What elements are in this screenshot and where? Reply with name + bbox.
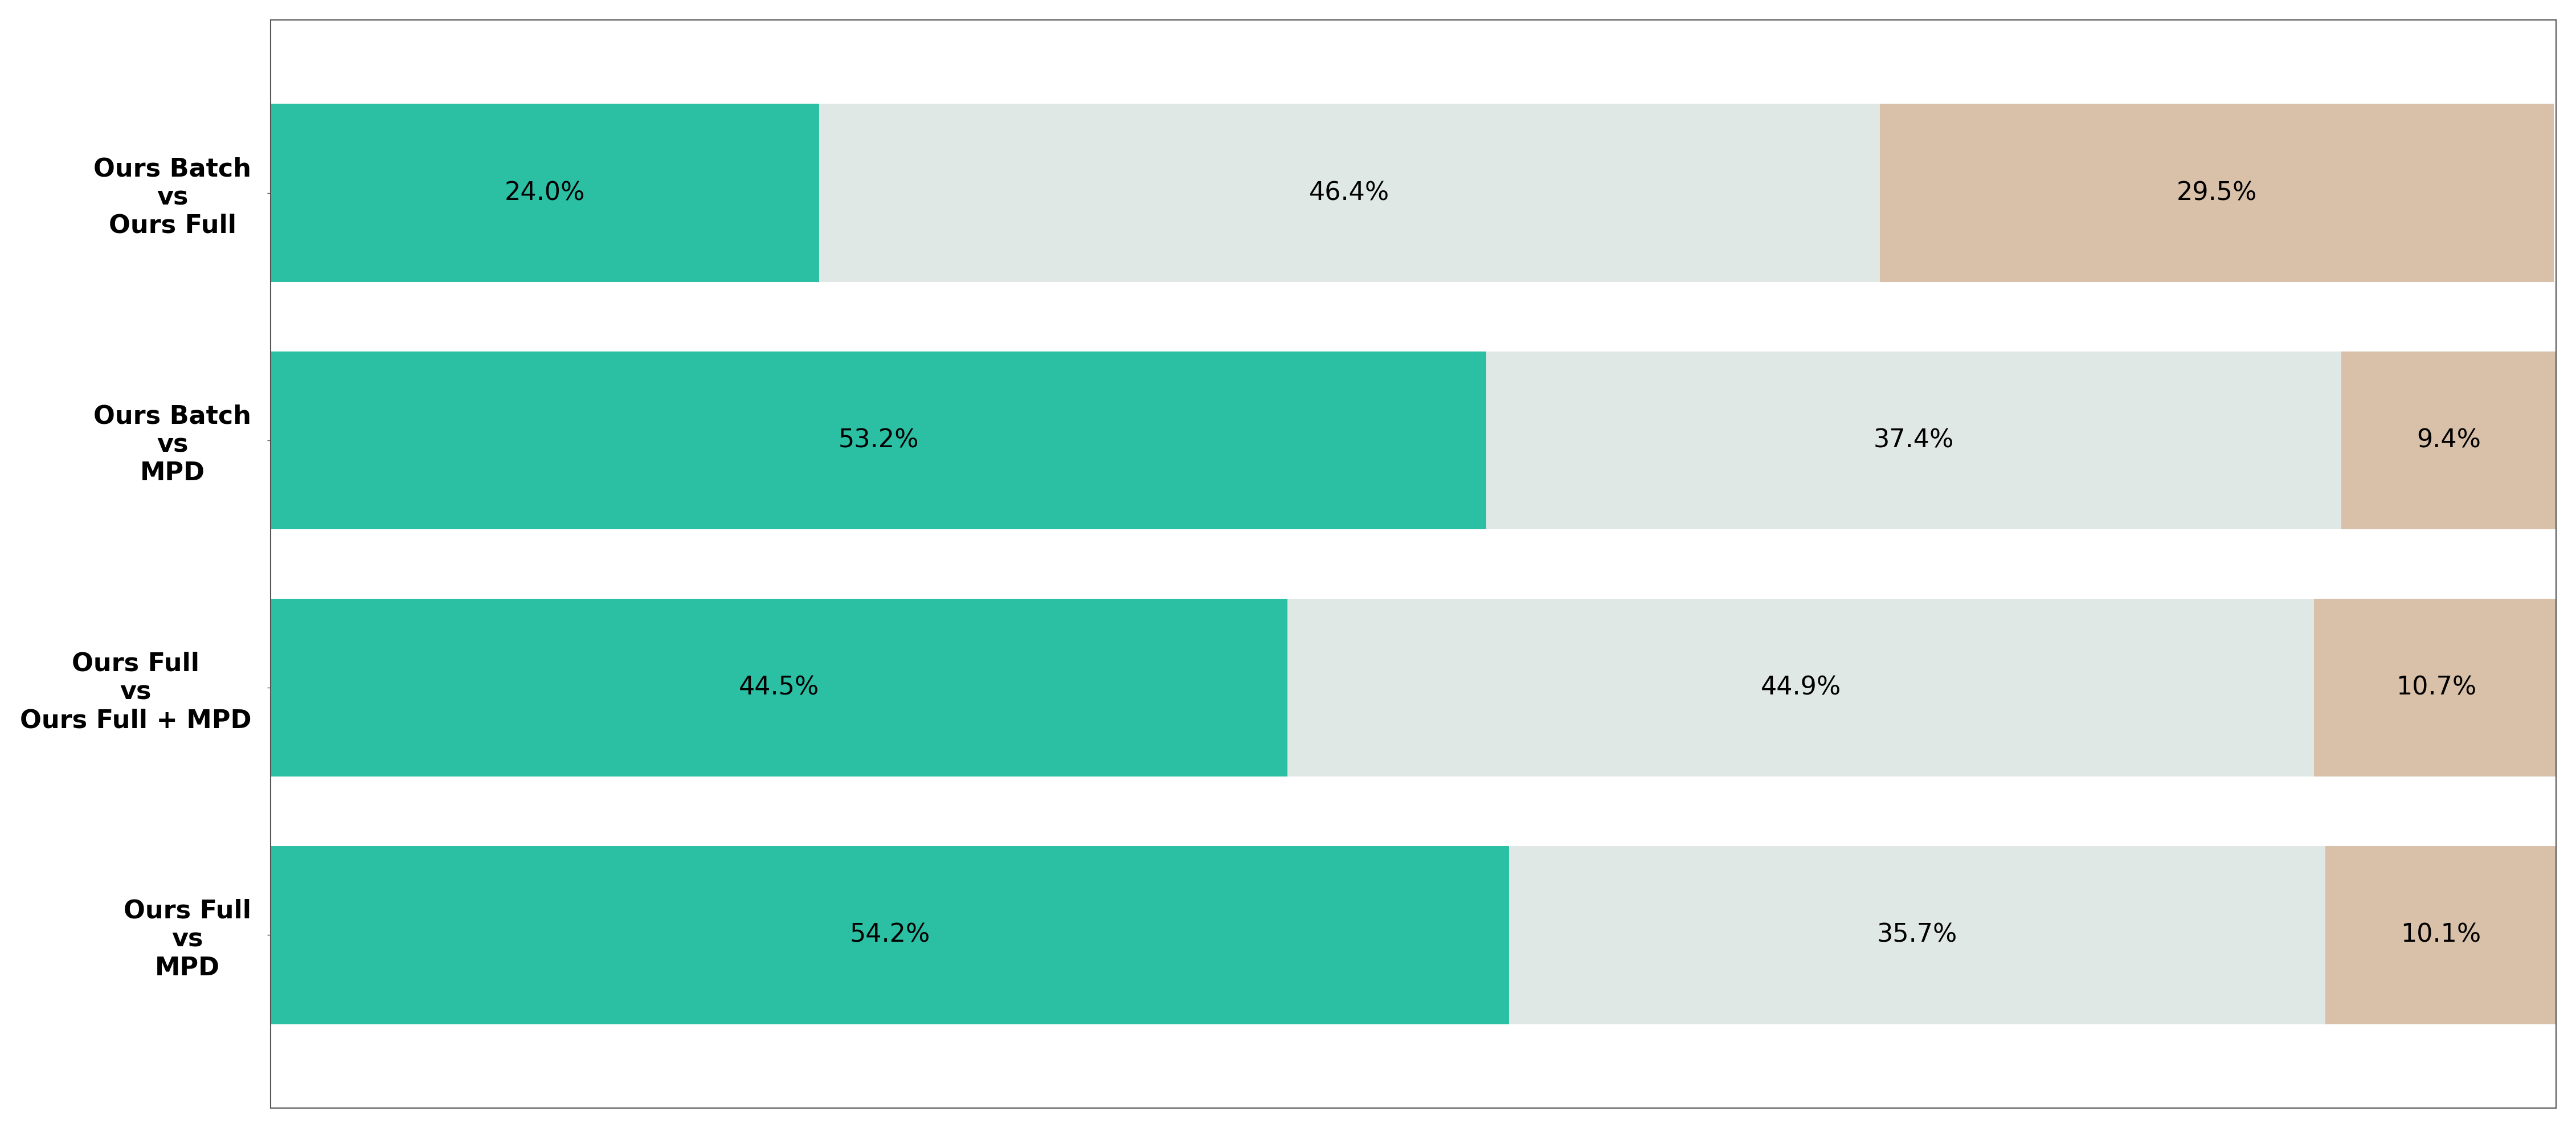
Text: 54.2%: 54.2% (850, 923, 930, 948)
Bar (270, 599, 1288, 777)
Text: 24.0%: 24.0% (505, 180, 585, 205)
Bar (270, 351, 1486, 529)
Bar (1880, 104, 2553, 282)
Bar (2326, 846, 2555, 1024)
Text: 44.5%: 44.5% (739, 676, 819, 700)
Bar (2342, 351, 2555, 529)
Bar (270, 846, 1510, 1024)
Text: 9.4%: 9.4% (2416, 428, 2481, 452)
Text: 10.7%: 10.7% (2396, 676, 2476, 700)
Bar (819, 104, 1880, 282)
Text: 10.1%: 10.1% (2401, 923, 2481, 948)
Bar (2313, 599, 2558, 777)
Text: 29.5%: 29.5% (2177, 180, 2257, 205)
Bar (1486, 351, 2342, 529)
Text: 44.9%: 44.9% (1759, 676, 1842, 700)
Bar (1510, 846, 2326, 1024)
Text: 35.7%: 35.7% (1878, 923, 1958, 948)
Bar (270, 104, 819, 282)
Bar (1288, 599, 2313, 777)
Text: 46.4%: 46.4% (1309, 180, 1388, 205)
Text: 37.4%: 37.4% (1873, 428, 1955, 452)
Text: 53.2%: 53.2% (837, 428, 920, 452)
